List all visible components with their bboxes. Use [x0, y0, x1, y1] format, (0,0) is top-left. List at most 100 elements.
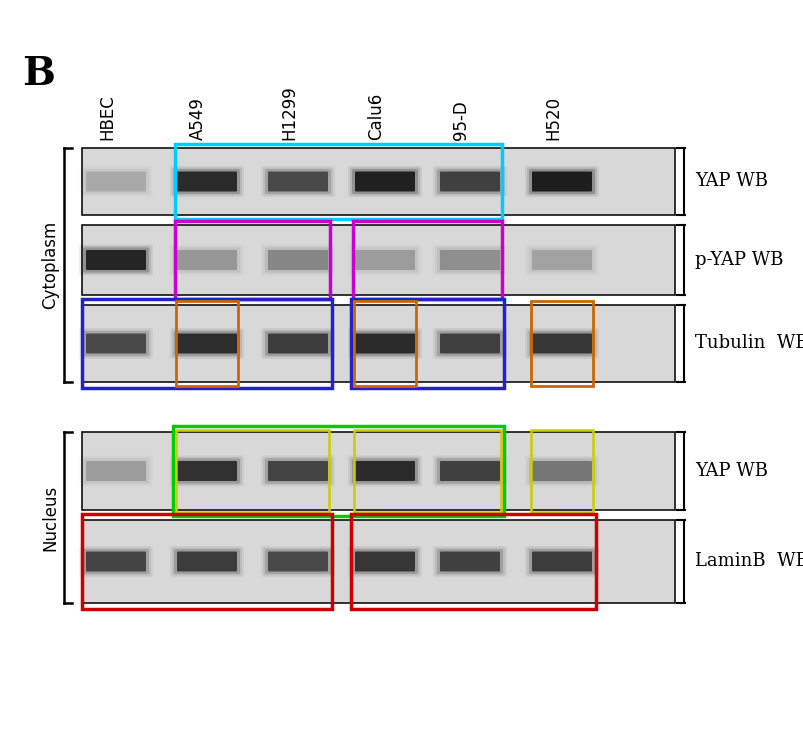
FancyBboxPatch shape	[352, 247, 418, 272]
Text: B: B	[22, 55, 55, 93]
FancyBboxPatch shape	[439, 551, 499, 572]
FancyBboxPatch shape	[532, 334, 591, 353]
FancyBboxPatch shape	[263, 167, 332, 196]
FancyBboxPatch shape	[83, 331, 149, 356]
FancyBboxPatch shape	[265, 458, 331, 483]
FancyBboxPatch shape	[263, 329, 332, 358]
Text: YAP WB: YAP WB	[694, 172, 767, 191]
FancyBboxPatch shape	[349, 167, 419, 196]
FancyBboxPatch shape	[265, 169, 331, 194]
FancyBboxPatch shape	[355, 461, 414, 481]
FancyBboxPatch shape	[81, 329, 151, 358]
Bar	[175, 221, 329, 299]
Bar	[82, 514, 332, 609]
FancyBboxPatch shape	[173, 458, 240, 483]
FancyBboxPatch shape	[437, 169, 503, 194]
FancyBboxPatch shape	[265, 247, 331, 272]
Text: Nucleus: Nucleus	[41, 485, 59, 550]
Text: H520: H520	[544, 96, 561, 140]
FancyBboxPatch shape	[434, 167, 504, 196]
Text: HBEC: HBEC	[98, 94, 116, 140]
FancyBboxPatch shape	[86, 334, 146, 353]
Text: A549: A549	[189, 97, 206, 140]
Text: Cytoplasm: Cytoplasm	[41, 221, 59, 309]
Bar	[530, 301, 593, 386]
Text: YAP WB: YAP WB	[694, 462, 767, 480]
FancyBboxPatch shape	[439, 334, 499, 353]
FancyBboxPatch shape	[352, 331, 418, 356]
Text: H1299: H1299	[279, 85, 298, 140]
FancyBboxPatch shape	[434, 548, 504, 575]
FancyBboxPatch shape	[169, 166, 243, 197]
FancyBboxPatch shape	[267, 172, 328, 191]
FancyBboxPatch shape	[267, 334, 328, 353]
FancyBboxPatch shape	[349, 329, 419, 358]
Bar	[351, 299, 503, 388]
Text: 95-D: 95-D	[451, 100, 470, 140]
FancyBboxPatch shape	[437, 247, 503, 272]
Bar	[82, 299, 332, 388]
Bar	[173, 426, 503, 516]
Bar	[176, 301, 238, 386]
Bar	[82, 305, 675, 382]
FancyBboxPatch shape	[81, 548, 151, 575]
FancyBboxPatch shape	[265, 331, 331, 356]
Bar	[353, 430, 500, 512]
FancyBboxPatch shape	[86, 250, 146, 270]
FancyBboxPatch shape	[172, 548, 242, 575]
FancyBboxPatch shape	[348, 328, 422, 359]
FancyBboxPatch shape	[532, 250, 591, 270]
FancyBboxPatch shape	[349, 457, 419, 485]
FancyBboxPatch shape	[265, 549, 331, 574]
FancyBboxPatch shape	[439, 461, 499, 481]
FancyBboxPatch shape	[355, 334, 414, 353]
FancyBboxPatch shape	[83, 549, 149, 574]
FancyBboxPatch shape	[355, 250, 414, 270]
FancyBboxPatch shape	[83, 458, 149, 483]
Bar	[351, 514, 595, 609]
Bar	[82, 225, 675, 295]
FancyBboxPatch shape	[352, 169, 418, 194]
FancyBboxPatch shape	[526, 167, 597, 196]
Bar	[82, 148, 675, 215]
FancyBboxPatch shape	[434, 329, 504, 358]
FancyBboxPatch shape	[267, 551, 328, 572]
FancyBboxPatch shape	[524, 166, 598, 197]
FancyBboxPatch shape	[263, 548, 332, 575]
FancyBboxPatch shape	[267, 461, 328, 481]
FancyBboxPatch shape	[434, 457, 504, 485]
FancyBboxPatch shape	[172, 167, 242, 196]
FancyBboxPatch shape	[86, 551, 146, 572]
FancyBboxPatch shape	[172, 329, 242, 358]
FancyBboxPatch shape	[532, 461, 591, 481]
FancyBboxPatch shape	[86, 461, 146, 481]
FancyBboxPatch shape	[526, 548, 597, 575]
FancyBboxPatch shape	[528, 331, 594, 356]
FancyBboxPatch shape	[437, 549, 503, 574]
FancyBboxPatch shape	[169, 456, 243, 486]
FancyBboxPatch shape	[267, 250, 328, 270]
FancyBboxPatch shape	[352, 549, 418, 574]
FancyBboxPatch shape	[532, 172, 591, 191]
FancyBboxPatch shape	[524, 546, 598, 577]
FancyBboxPatch shape	[169, 328, 243, 359]
FancyBboxPatch shape	[355, 172, 414, 191]
FancyBboxPatch shape	[83, 247, 149, 272]
FancyBboxPatch shape	[526, 329, 597, 358]
FancyBboxPatch shape	[437, 458, 503, 483]
FancyBboxPatch shape	[524, 328, 598, 359]
FancyBboxPatch shape	[439, 172, 499, 191]
FancyBboxPatch shape	[348, 456, 422, 486]
FancyBboxPatch shape	[349, 548, 419, 575]
FancyBboxPatch shape	[79, 245, 153, 275]
FancyBboxPatch shape	[528, 458, 594, 483]
FancyBboxPatch shape	[532, 551, 591, 572]
Text: p-YAP WB: p-YAP WB	[694, 251, 783, 269]
Text: Tubulin  WB: Tubulin WB	[694, 334, 803, 353]
FancyBboxPatch shape	[528, 549, 594, 574]
FancyBboxPatch shape	[169, 546, 243, 577]
FancyBboxPatch shape	[86, 172, 146, 191]
FancyBboxPatch shape	[348, 546, 422, 577]
FancyBboxPatch shape	[439, 250, 499, 270]
FancyBboxPatch shape	[173, 549, 240, 574]
